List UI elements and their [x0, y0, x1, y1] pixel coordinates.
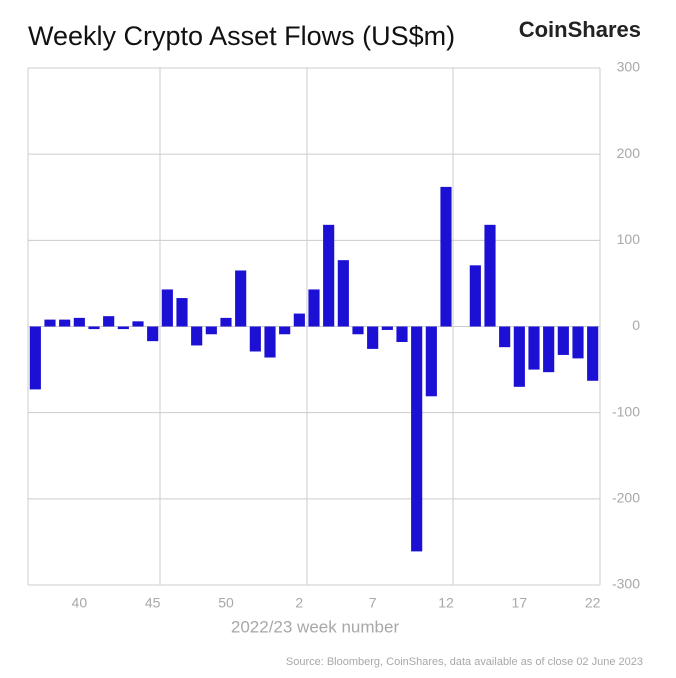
- bar: [205, 326, 217, 335]
- bar: [147, 326, 159, 342]
- bar: [411, 326, 423, 552]
- bar: [161, 289, 173, 327]
- bar: [337, 260, 349, 327]
- bar: [469, 265, 481, 327]
- bar: [425, 326, 437, 397]
- bar: [103, 316, 115, 327]
- y-tick-label: 0: [632, 317, 640, 333]
- bar: [176, 298, 188, 327]
- y-tick-label: -300: [612, 576, 640, 592]
- x-tick-label: 22: [585, 595, 601, 611]
- bar: [117, 326, 129, 330]
- y-tick-label: -100: [612, 403, 640, 419]
- bar: [264, 326, 276, 358]
- x-tick-label: 7: [369, 595, 377, 611]
- bar: [499, 326, 511, 348]
- bar: [308, 289, 320, 327]
- x-tick-label: 17: [512, 595, 528, 611]
- bar: [73, 317, 85, 327]
- bar: [528, 326, 540, 370]
- brand-logo: CoinShares: [519, 17, 641, 42]
- x-tick-label: 40: [72, 595, 88, 611]
- bar: [440, 186, 452, 327]
- bar: [132, 321, 144, 327]
- bar: [381, 326, 393, 330]
- x-tick-label: 12: [438, 595, 454, 611]
- bar: [396, 326, 408, 343]
- bar: [44, 319, 56, 327]
- bar: [352, 326, 364, 335]
- source-note: Source: Bloomberg, CoinShares, data avai…: [286, 656, 643, 668]
- x-tick-label: 2: [295, 595, 303, 611]
- bar: [484, 224, 496, 327]
- bar: [59, 319, 71, 327]
- bar: [220, 317, 232, 327]
- bar: [279, 326, 291, 335]
- y-tick-label: 300: [617, 59, 641, 75]
- x-tick-label: 50: [218, 595, 234, 611]
- bar: [543, 326, 555, 373]
- bar: [367, 326, 379, 349]
- bar: [587, 326, 599, 381]
- y-tick-label: -200: [612, 490, 640, 506]
- bar: [572, 326, 584, 359]
- x-axis-label: 2022/23 week number: [231, 617, 400, 636]
- bar: [191, 326, 203, 346]
- bar: [557, 326, 569, 355]
- y-tick-label: 100: [617, 231, 641, 247]
- x-tick-label: 45: [145, 595, 161, 611]
- bar: [88, 326, 100, 330]
- bar: [235, 270, 247, 327]
- bar: [293, 313, 305, 327]
- bar: [249, 326, 261, 352]
- bar: [513, 326, 525, 387]
- bar: [29, 326, 41, 390]
- bar: [323, 224, 335, 327]
- chart-title: Weekly Crypto Asset Flows (US$m): [28, 21, 455, 51]
- y-tick-label: 200: [617, 145, 641, 161]
